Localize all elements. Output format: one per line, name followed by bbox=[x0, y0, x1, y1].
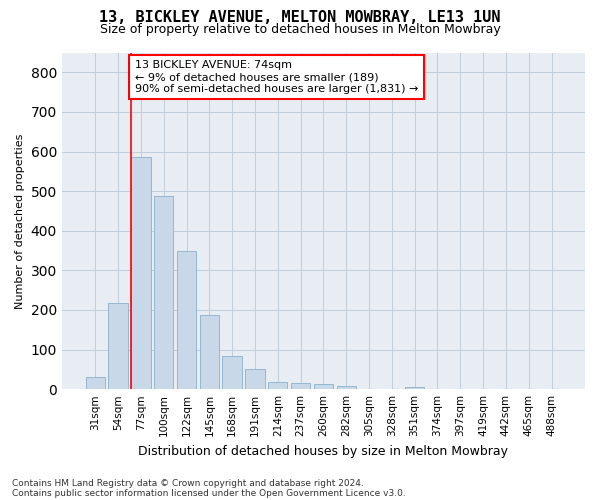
Bar bbox=[131, 158, 151, 389]
Text: Contains HM Land Registry data © Crown copyright and database right 2024.: Contains HM Land Registry data © Crown c… bbox=[12, 478, 364, 488]
Bar bbox=[109, 303, 128, 389]
Bar bbox=[245, 368, 265, 389]
Text: Contains public sector information licensed under the Open Government Licence v3: Contains public sector information licen… bbox=[12, 488, 406, 498]
Bar bbox=[223, 356, 242, 389]
Bar bbox=[268, 382, 287, 389]
Y-axis label: Number of detached properties: Number of detached properties bbox=[15, 133, 25, 308]
Bar bbox=[86, 378, 105, 389]
Bar bbox=[177, 252, 196, 389]
Text: 13 BICKLEY AVENUE: 74sqm
← 9% of detached houses are smaller (189)
90% of semi-d: 13 BICKLEY AVENUE: 74sqm ← 9% of detache… bbox=[134, 60, 418, 94]
Bar bbox=[200, 314, 219, 389]
Bar bbox=[291, 383, 310, 389]
Bar bbox=[405, 387, 424, 389]
Text: 13, BICKLEY AVENUE, MELTON MOWBRAY, LE13 1UN: 13, BICKLEY AVENUE, MELTON MOWBRAY, LE13… bbox=[99, 10, 501, 25]
Bar bbox=[154, 196, 173, 389]
X-axis label: Distribution of detached houses by size in Melton Mowbray: Distribution of detached houses by size … bbox=[139, 444, 508, 458]
Bar bbox=[337, 386, 356, 389]
Text: Size of property relative to detached houses in Melton Mowbray: Size of property relative to detached ho… bbox=[100, 22, 500, 36]
Bar bbox=[314, 384, 333, 389]
